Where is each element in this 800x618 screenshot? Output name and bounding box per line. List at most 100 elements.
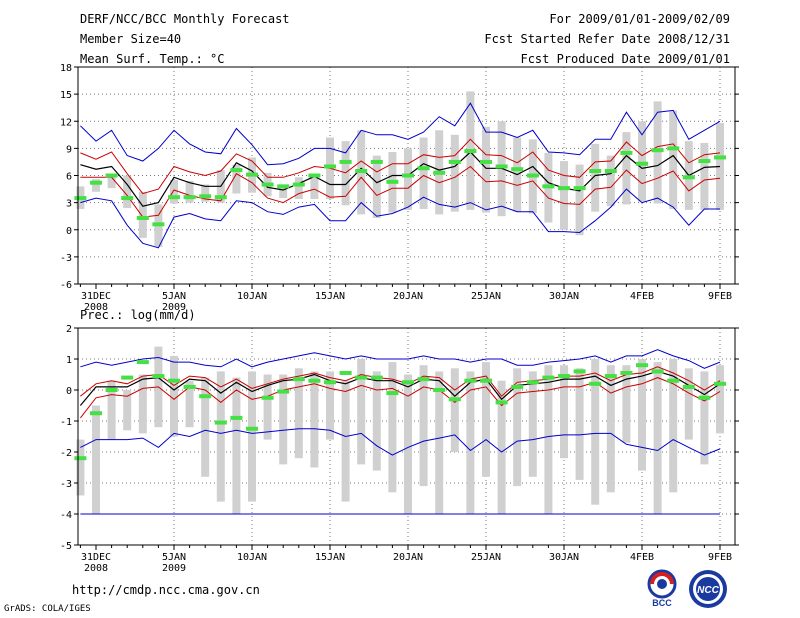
prec-ensemble-box [700,371,709,465]
prec-ensemble-box [310,371,319,468]
temp-observed-marker [277,184,290,189]
temp-ytick-label: 9 [66,144,72,155]
temp-observed-marker [698,159,711,164]
temp-ensemble-box [700,142,709,210]
prec-observed-marker [682,384,695,389]
temp-xtick-label: 4FEB [630,291,654,302]
prec-mean-line [79,370,721,406]
temp-ytick-label: -3 [60,253,72,264]
prec-xtick-sublabel: 2008 [84,563,108,574]
temp-observed-marker [542,184,555,189]
temp-ensemble-box [279,184,288,199]
prec-observed-marker [168,378,180,383]
temp-observed-marker [168,195,180,200]
temp-max-line [80,102,721,166]
prec-observed-marker [105,388,118,392]
temp-ytick-label: 12 [60,117,72,128]
prec-xtick-label: 10JAN [237,552,267,563]
temp-xtick-label: 20JAN [393,291,423,302]
prec-ensemble-box [123,390,132,431]
prec-xtick-label: 4FEB [630,552,654,563]
prec-ensemble-box [528,371,537,477]
prec-ytick-label: -4 [60,510,72,521]
temp-std-lower-line [80,165,721,218]
prec-xtick-label: 30JAN [549,552,579,563]
prec-observed-marker [370,375,383,380]
prec-ensemble-box [404,374,412,514]
prec-std-upper-line [80,366,721,397]
temp-observed-marker [74,196,87,201]
prec-observed-marker [292,377,305,382]
prec-observed-marker [199,394,212,399]
prec-ensemble-box [466,371,475,514]
temp-xtick-label: 25JAN [471,291,501,302]
temp-observed-marker [183,195,196,200]
temp-ensemble-box [591,143,600,212]
temp-observed-marker [261,182,274,187]
temp-ytick-label: 6 [66,172,72,183]
prec-observed-marker [261,395,274,400]
temp-observed-marker [417,166,430,171]
member-size: Member Size=40 [80,32,182,46]
temp-min-line [80,188,720,249]
temp-ensemble-box [372,155,381,218]
temp-ensemble-box [294,177,303,200]
prec-observed-marker [464,378,477,383]
prec-observed-marker [417,377,430,382]
temp-observed-marker [604,168,617,173]
temp-ensemble-box [310,173,319,200]
temp-observed-marker [152,222,165,227]
temp-ensemble-box [232,164,241,194]
prec-observed-marker [558,374,570,379]
website-url[interactable]: http://cmdp.ncc.cma.gov.cn [72,583,260,597]
prec-xtick-label: 5JAN [162,552,186,563]
prec-std-lower-line [80,377,721,419]
chart-title: DERF/NCC/BCC Monthly Forecast [80,12,290,26]
temp-xtick-sublabel: 2009 [162,302,186,313]
temp-observed-marker [214,195,227,200]
temp-observed-marker [636,161,648,166]
prec-observed-marker [589,381,602,386]
prec-xtick-label: 31DEC [81,552,111,563]
bcc-logo-text: BCC [652,598,672,608]
prec-observed-marker [214,420,227,425]
temp-xtick-label: 15JAN [315,291,345,302]
prec-observed-marker [495,400,508,405]
prec-observed-marker [339,370,352,375]
prec-ensemble-box [638,359,646,471]
prec-frame [77,327,736,546]
temp-observed-marker [370,159,383,164]
prec-ensemble-box [684,368,693,440]
prec-ytick-label: -5 [60,541,72,552]
prec-ensemble-box [591,359,600,505]
header-left: DERF/NCC/BCC Monthly Forecast Member Siz… [80,12,290,72]
temp-observed-marker [199,194,212,199]
temp-ytick-label: 0 [66,226,72,237]
temp-observed-marker [714,155,726,160]
temp-ensemble-box [482,126,490,213]
prec-ensemble-box [279,374,288,465]
prec-ytick-label: -3 [60,479,72,490]
prec-xtick-label: 20JAN [393,552,423,563]
temp-xtick-label: 30JAN [549,291,579,302]
temp-ensemble-box [419,137,428,209]
prec-ensemble-box [372,371,381,471]
prec-xtick-label: 15JAN [315,552,345,563]
prec-observed-marker [90,411,102,416]
temp-ensemble-box [138,191,147,238]
temp-observed-marker [105,173,118,178]
prec-ensemble-box [560,365,568,459]
temp-ensemble-box [107,175,116,189]
grads-credit: GrADS: COLA/IGES [4,604,91,614]
prec-observed-marker [433,388,446,392]
prec-xtick-label: 25JAN [471,552,501,563]
temp-xtick-label: 10JAN [237,291,267,302]
prec-observed-marker [620,370,633,375]
temp-observed-marker [386,179,399,184]
prec-observed-marker [355,375,368,380]
prec-ensemble-box [575,368,584,480]
temp-ensemble-box [123,175,132,209]
temp-observed-marker [667,146,680,151]
prec-observed-marker [386,391,399,396]
